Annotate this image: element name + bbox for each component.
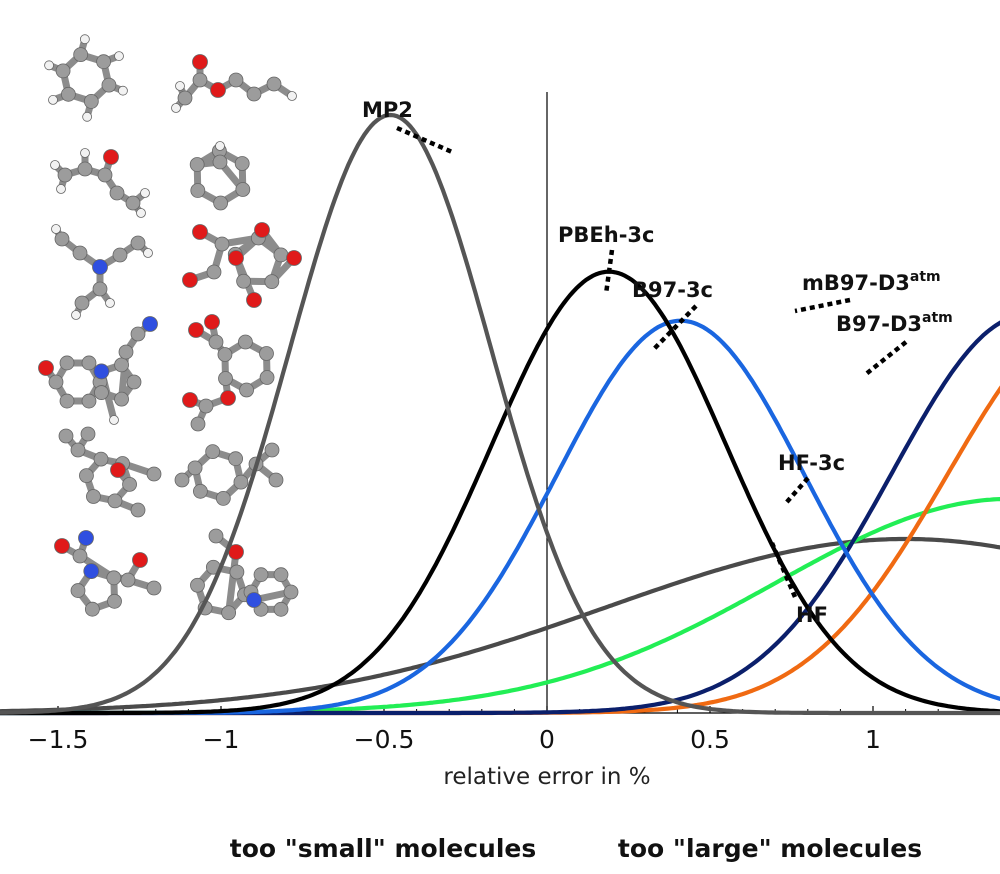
- curve-label-b97-d3: B97-D3atm: [836, 310, 953, 336]
- label-leader-line: [769, 542, 798, 598]
- curve-mp2: [0, 112, 1000, 716]
- x-tick-label: 0.5: [690, 725, 730, 754]
- density-curves: [0, 112, 1000, 716]
- label-leader-line: [650, 304, 698, 353]
- curve-label-hf-3c: HF-3c: [778, 451, 845, 475]
- cyclohexane-molecule: [44, 34, 128, 122]
- cyclic-amino-alcohol-molecule: [190, 528, 299, 621]
- x-axis-ticks: −2−1.5−1−0.500.511.52: [24, 706, 972, 754]
- x-tick-label: −1: [203, 725, 240, 754]
- aspirin-molecule: [182, 314, 275, 432]
- butanone-molecule: [50, 148, 150, 218]
- x-tick-label: −0.5: [354, 725, 415, 754]
- x-tick-label: −1.5: [28, 725, 89, 754]
- bicyclic-hydrocarbon-molecule: [189, 141, 251, 211]
- curve-label-hf: HF: [796, 603, 828, 627]
- x-axis-label: relative error in %: [443, 764, 650, 790]
- ascorbic-acid-molecule: [182, 222, 302, 308]
- label-leaders: [396, 125, 908, 598]
- x-tick-label: 0: [539, 725, 555, 754]
- label-leader-line: [794, 297, 851, 314]
- molecule-illustrations: [38, 34, 302, 621]
- label-leader-line: [396, 125, 453, 155]
- curve-pbeh-3c: [0, 269, 1000, 716]
- curve-hf: [0, 536, 1000, 714]
- x-tick-label: 1: [865, 725, 881, 754]
- label-leader-line: [603, 249, 615, 295]
- curve-label-pbeh-3c: PBEh-3c: [558, 223, 654, 247]
- curve-label-b97-3c: B97-3c: [632, 278, 713, 302]
- isopropylcyclohexane-molecule: [174, 442, 284, 506]
- curve-label-mb97-d3: mB97-D3atm: [802, 269, 941, 295]
- triethylamine-molecule: [51, 224, 153, 320]
- acetylprolinamide-molecule: [54, 530, 162, 617]
- menthol-molecule: [58, 426, 162, 518]
- serotonin-molecule: [38, 316, 158, 425]
- curve-hf-3c: [0, 497, 1000, 716]
- annotation-too-small: too "small" molecules: [230, 834, 536, 863]
- label-leader-line: [864, 340, 908, 376]
- propyl-acetate-molecule: [171, 54, 297, 113]
- label-leader-line: [784, 476, 810, 505]
- annotation-too-large: too "large" molecules: [618, 834, 922, 863]
- curve-labels: MP2 PBEh-3c B97-3c mB97-D3atm B97-D3atm HF-3c…: [362, 98, 953, 627]
- curve-label-mp2: MP2: [362, 98, 413, 122]
